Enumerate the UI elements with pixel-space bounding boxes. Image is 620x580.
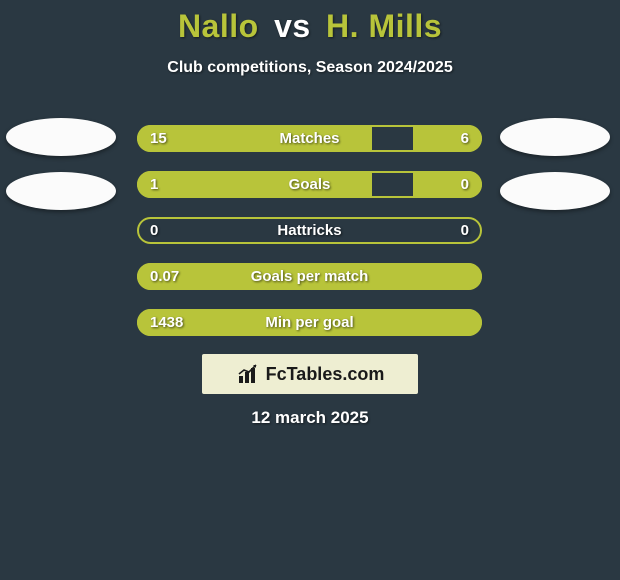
- player1-avatar-top: [6, 118, 116, 156]
- comparison-title: Nallo vs H. Mills: [0, 0, 620, 45]
- stat-value-left: 0.07: [150, 263, 179, 290]
- stat-label: Goals per match: [137, 263, 482, 290]
- vs-text: vs: [274, 8, 311, 44]
- stat-value-right: 0: [461, 171, 469, 198]
- stat-value-left: 15: [150, 125, 167, 152]
- chart-icon: [236, 363, 262, 385]
- stat-row: Min per goal1438: [137, 309, 482, 336]
- stat-label: Matches: [137, 125, 482, 152]
- stat-value-left: 0: [150, 217, 158, 244]
- date-text: 12 march 2025: [0, 408, 620, 428]
- stat-row: Hattricks0 0: [137, 217, 482, 244]
- player2-avatar-bottom: [500, 172, 610, 210]
- player1-avatar-bottom: [6, 172, 116, 210]
- player2-name: H. Mills: [326, 8, 442, 44]
- stat-value-right: 0: [461, 217, 469, 244]
- player2-avatar-top: [500, 118, 610, 156]
- stat-row: Goals per match0.07: [137, 263, 482, 290]
- stat-value-right: 6: [461, 125, 469, 152]
- stat-value-left: 1438: [150, 309, 183, 336]
- subtitle: Club competitions, Season 2024/2025: [0, 59, 620, 77]
- stat-label: Hattricks: [137, 217, 482, 244]
- player1-name: Nallo: [178, 8, 259, 44]
- stat-row: Matches15 6: [137, 125, 482, 152]
- logo-text: FcTables.com: [266, 364, 385, 385]
- stat-row: Goals1 0: [137, 171, 482, 198]
- fctables-logo: FcTables.com: [202, 354, 418, 394]
- stats-bars: Matches156Goals10Hattricks00Goals per ma…: [137, 125, 482, 355]
- stat-label: Min per goal: [137, 309, 482, 336]
- stat-value-left: 1: [150, 171, 158, 198]
- stat-label: Goals: [137, 171, 482, 198]
